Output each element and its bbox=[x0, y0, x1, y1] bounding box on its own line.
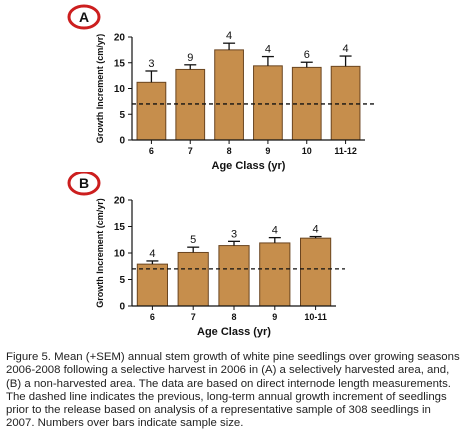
x-tick-label: 10-11 bbox=[304, 312, 327, 322]
y-tick-label: 20 bbox=[114, 33, 126, 44]
x-tick-label: 7 bbox=[188, 146, 193, 156]
y-tick-label: 15 bbox=[114, 58, 126, 69]
x-tick-label: 9 bbox=[265, 146, 270, 156]
bar bbox=[259, 242, 291, 307]
y-tick-label: 10 bbox=[114, 84, 126, 95]
sample-size-label: 4 bbox=[265, 44, 271, 56]
bar bbox=[330, 65, 361, 141]
bar bbox=[253, 65, 283, 141]
sample-size-label: 4 bbox=[226, 30, 232, 42]
sample-size-label: 4 bbox=[149, 248, 155, 260]
x-tick-label: 8 bbox=[227, 146, 232, 156]
y-tick-label: 0 bbox=[119, 136, 125, 147]
sample-size-label: 6 bbox=[304, 49, 310, 61]
x-axis-title: Age Class (yr) bbox=[197, 326, 271, 338]
x-axis-title: Age Class (yr) bbox=[212, 160, 286, 172]
figure-caption: Figure 5. Mean (+SEM) annual stem growth… bbox=[6, 351, 460, 430]
chart-panel-b: B 4 6 5 7 3 8 4 9 4 10-11 0 5 10 15 20 Growth Increment … bbox=[67, 172, 345, 338]
bar bbox=[214, 49, 244, 141]
sample-size-label: 9 bbox=[187, 52, 193, 64]
sample-size-label: 3 bbox=[148, 58, 154, 70]
panel-label: B bbox=[79, 175, 89, 191]
bar bbox=[136, 263, 168, 307]
bar bbox=[218, 245, 250, 307]
bar bbox=[136, 81, 167, 141]
bar bbox=[175, 68, 206, 141]
chart-panel-a: A 3 6 9 7 4 8 4 9 6 10 4 11-12 0 5 10 15 20 Growth Increme… bbox=[67, 4, 375, 172]
x-tick-label: 8 bbox=[231, 312, 236, 322]
x-tick-label: 6 bbox=[149, 146, 154, 156]
sample-size-label: 4 bbox=[343, 43, 349, 55]
sample-size-label: 5 bbox=[190, 234, 196, 246]
bar bbox=[300, 237, 332, 307]
y-tick-label: 15 bbox=[114, 222, 126, 233]
x-tick-label: 11-12 bbox=[334, 146, 357, 156]
panel-label: A bbox=[79, 9, 89, 25]
y-axis-title: Growth Increment (cm/yr) bbox=[95, 198, 105, 308]
y-tick-label: 10 bbox=[114, 249, 126, 260]
bar bbox=[177, 251, 209, 307]
sample-size-label: 4 bbox=[313, 224, 319, 236]
y-axis-title: Growth Increment (cm/yr) bbox=[95, 34, 105, 144]
y-tick-label: 0 bbox=[119, 302, 125, 313]
x-tick-label: 10 bbox=[302, 146, 312, 156]
x-tick-label: 9 bbox=[272, 312, 277, 322]
x-tick-label: 6 bbox=[150, 312, 155, 322]
y-tick-label: 5 bbox=[119, 110, 125, 121]
sample-size-label: 3 bbox=[231, 228, 237, 240]
panel-badge-ring bbox=[67, 4, 101, 30]
sample-size-label: 4 bbox=[272, 225, 278, 237]
x-tick-label: 7 bbox=[191, 312, 196, 322]
y-tick-label: 5 bbox=[119, 275, 125, 286]
panel-badge-ring bbox=[67, 172, 101, 196]
y-tick-label: 20 bbox=[114, 196, 126, 207]
